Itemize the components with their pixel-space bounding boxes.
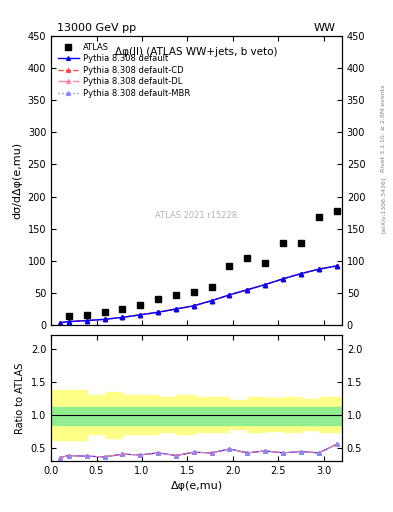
Pythia 8.308 default-DL	[334, 263, 339, 269]
Pythia 8.308 default-MBR	[334, 263, 339, 269]
Pythia 8.308 default-MBR	[138, 312, 143, 318]
Pythia 8.308 default-MBR	[174, 306, 178, 312]
Pythia 8.308 default	[66, 318, 71, 325]
Pythia 8.308 default	[227, 292, 232, 298]
ATLAS	[334, 207, 339, 214]
Pythia 8.308 default-CD	[58, 320, 62, 326]
Pythia 8.308 default-CD	[84, 317, 89, 324]
Pythia 8.308 default-DL	[58, 320, 62, 326]
ATLAS	[84, 312, 89, 318]
Pythia 8.308 default-CD	[138, 312, 143, 318]
X-axis label: Δφ(e,mu): Δφ(e,mu)	[171, 481, 222, 491]
Y-axis label: Ratio to ATLAS: Ratio to ATLAS	[15, 362, 25, 434]
Text: Rivet 3.1.10, ≥ 2.8M events: Rivet 3.1.10, ≥ 2.8M events	[381, 84, 386, 172]
ATLAS	[227, 263, 232, 269]
Line: Pythia 8.308 default-MBR: Pythia 8.308 default-MBR	[58, 264, 339, 325]
Pythia 8.308 default-MBR	[191, 303, 196, 309]
Pythia 8.308 default-CD	[209, 297, 214, 304]
ATLAS	[245, 255, 250, 261]
ATLAS	[263, 260, 268, 266]
ATLAS	[281, 240, 285, 246]
Pythia 8.308 default-MBR	[156, 309, 160, 315]
Pythia 8.308 default-MBR	[316, 266, 321, 272]
Pythia 8.308 default-DL	[245, 287, 250, 293]
Pythia 8.308 default	[334, 263, 339, 269]
Pythia 8.308 default	[58, 320, 62, 326]
Pythia 8.308 default	[138, 312, 143, 318]
ATLAS	[66, 313, 71, 319]
ATLAS	[209, 284, 214, 290]
Pythia 8.308 default-MBR	[263, 282, 268, 288]
Pythia 8.308 default-DL	[299, 271, 303, 277]
Pythia 8.308 default	[191, 303, 196, 309]
Pythia 8.308 default-MBR	[209, 297, 214, 304]
ATLAS	[120, 306, 125, 312]
Pythia 8.308 default	[102, 316, 107, 323]
Pythia 8.308 default-MBR	[58, 320, 62, 326]
Pythia 8.308 default-DL	[138, 312, 143, 318]
Pythia 8.308 default-DL	[84, 317, 89, 324]
Pythia 8.308 default	[156, 309, 160, 315]
Text: [arXiv:1306.3436]: [arXiv:1306.3436]	[381, 177, 386, 233]
Pythia 8.308 default-DL	[316, 266, 321, 272]
Pythia 8.308 default-CD	[316, 266, 321, 272]
Text: Δφ(ll) (ATLAS WW+jets, b veto): Δφ(ll) (ATLAS WW+jets, b veto)	[115, 48, 278, 57]
Y-axis label: dσ/dΔφ(e,mu): dσ/dΔφ(e,mu)	[12, 142, 22, 219]
Pythia 8.308 default	[209, 297, 214, 304]
Pythia 8.308 default	[84, 317, 89, 324]
Pythia 8.308 default-CD	[334, 263, 339, 269]
Pythia 8.308 default-CD	[263, 282, 268, 288]
Text: WW: WW	[314, 23, 336, 33]
Legend: ATLAS, Pythia 8.308 default, Pythia 8.308 default-CD, Pythia 8.308 default-DL, P: ATLAS, Pythia 8.308 default, Pythia 8.30…	[55, 40, 193, 100]
ATLAS	[102, 309, 107, 315]
Pythia 8.308 default	[245, 287, 250, 293]
Pythia 8.308 default	[281, 276, 285, 282]
Text: 13000 GeV pp: 13000 GeV pp	[57, 23, 136, 33]
Pythia 8.308 default-CD	[245, 287, 250, 293]
ATLAS	[174, 292, 178, 298]
Pythia 8.308 default-DL	[174, 306, 178, 312]
Pythia 8.308 default-CD	[156, 309, 160, 315]
ATLAS	[299, 240, 303, 246]
Pythia 8.308 default-DL	[120, 314, 125, 321]
ATLAS	[138, 302, 143, 308]
Pythia 8.308 default-DL	[227, 292, 232, 298]
Pythia 8.308 default-DL	[209, 297, 214, 304]
ATLAS	[316, 214, 321, 220]
Pythia 8.308 default	[120, 314, 125, 321]
Pythia 8.308 default-CD	[227, 292, 232, 298]
Pythia 8.308 default	[299, 271, 303, 277]
ATLAS	[156, 296, 160, 303]
Pythia 8.308 default-MBR	[84, 317, 89, 324]
Pythia 8.308 default-CD	[102, 316, 107, 323]
Pythia 8.308 default	[316, 266, 321, 272]
Line: Pythia 8.308 default-DL: Pythia 8.308 default-DL	[58, 264, 339, 325]
Pythia 8.308 default-MBR	[120, 314, 125, 321]
Line: ATLAS: ATLAS	[65, 207, 340, 319]
Pythia 8.308 default-MBR	[299, 271, 303, 277]
Line: Pythia 8.308 default: Pythia 8.308 default	[58, 264, 339, 325]
Pythia 8.308 default	[263, 282, 268, 288]
Pythia 8.308 default	[174, 306, 178, 312]
ATLAS	[191, 289, 196, 295]
Pythia 8.308 default-CD	[191, 303, 196, 309]
Pythia 8.308 default-DL	[191, 303, 196, 309]
Pythia 8.308 default-MBR	[102, 316, 107, 323]
Pythia 8.308 default-DL	[156, 309, 160, 315]
Pythia 8.308 default-DL	[281, 276, 285, 282]
Pythia 8.308 default-MBR	[281, 276, 285, 282]
Text: ATLAS 2021 r15228: ATLAS 2021 r15228	[156, 210, 237, 220]
Pythia 8.308 default-CD	[299, 271, 303, 277]
Pythia 8.308 default-DL	[102, 316, 107, 323]
Line: Pythia 8.308 default-CD: Pythia 8.308 default-CD	[58, 264, 339, 325]
Pythia 8.308 default-MBR	[227, 292, 232, 298]
Pythia 8.308 default-MBR	[66, 318, 71, 325]
Pythia 8.308 default-CD	[174, 306, 178, 312]
Pythia 8.308 default-CD	[120, 314, 125, 321]
Pythia 8.308 default-MBR	[245, 287, 250, 293]
Pythia 8.308 default-CD	[281, 276, 285, 282]
Pythia 8.308 default-DL	[66, 318, 71, 325]
Pythia 8.308 default-CD	[66, 318, 71, 325]
Pythia 8.308 default-DL	[263, 282, 268, 288]
